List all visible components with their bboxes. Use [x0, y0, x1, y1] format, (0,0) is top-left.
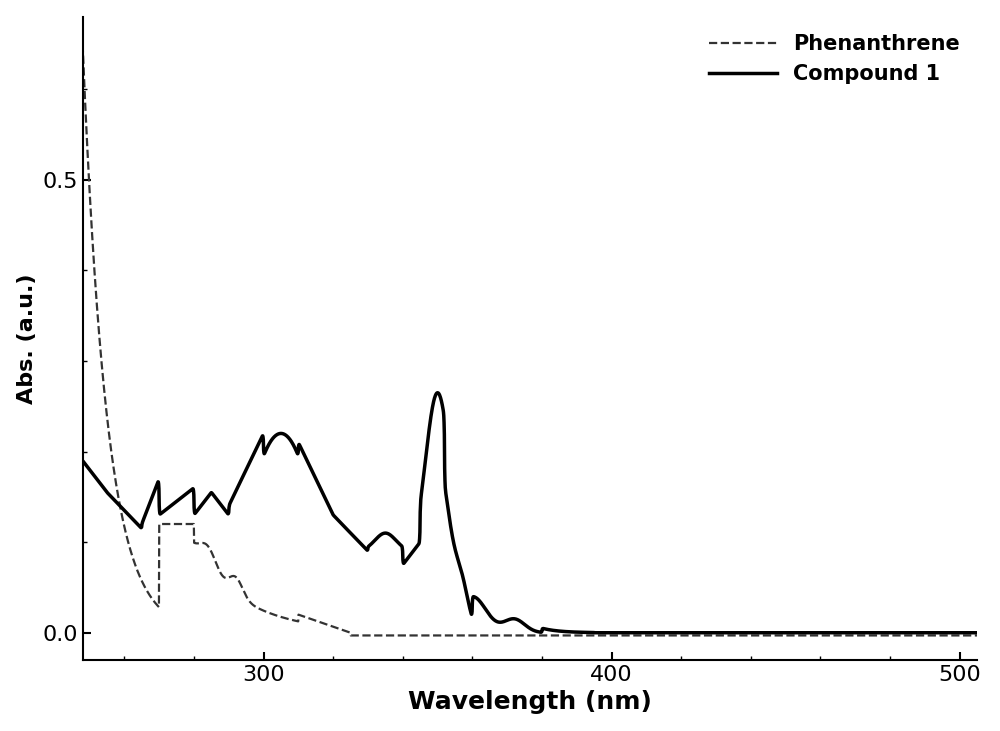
- Compound 1: [179, 491, 191, 499]
- Compound 1: [858, 629, 870, 637]
- Compound 1: [459, 580, 471, 589]
- Phenanthrene: [857, 631, 869, 640]
- Phenanthrene: [179, 520, 191, 529]
- Line: Compound 1: Compound 1: [83, 393, 977, 633]
- Compound 1: [232, 483, 244, 492]
- Compound 1: [590, 629, 602, 637]
- Y-axis label: Abs. (a.u.): Abs. (a.u.): [17, 273, 37, 404]
- Line: Phenanthrene: Phenanthrene: [83, 44, 977, 635]
- Compound 1: [420, 455, 432, 463]
- Compound 1: [77, 456, 89, 465]
- Phenanthrene: [77, 39, 89, 48]
- Compound 1: [971, 629, 983, 637]
- Compound 1: [954, 629, 966, 637]
- Phenanthrene: [420, 631, 432, 640]
- Phenanthrene: [345, 631, 357, 640]
- Phenanthrene: [954, 631, 966, 640]
- Phenanthrene: [459, 631, 471, 640]
- X-axis label: Wavelength (nm): Wavelength (nm): [408, 690, 652, 714]
- Phenanthrene: [232, 575, 244, 583]
- Phenanthrene: [971, 631, 983, 640]
- Legend: Phenanthrene, Compound 1: Phenanthrene, Compound 1: [701, 26, 967, 91]
- Compound 1: [432, 388, 444, 397]
